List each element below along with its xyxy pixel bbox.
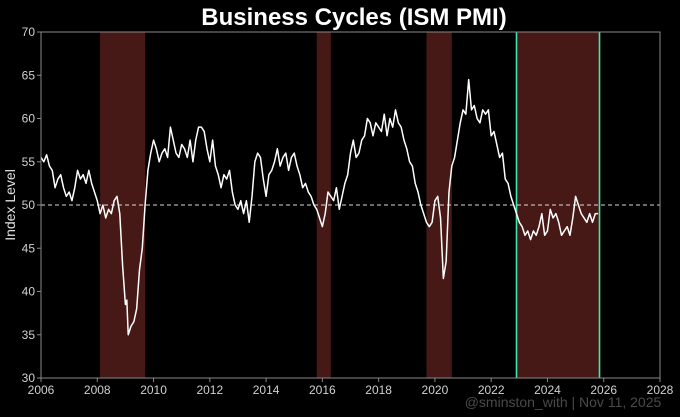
x-tick-label-2014: 2014 <box>253 383 280 397</box>
x-tick-label-2016: 2016 <box>309 383 336 397</box>
y-tick-label-55: 55 <box>22 155 36 169</box>
y-tick-label-35: 35 <box>22 328 36 342</box>
x-tick-label-2022: 2022 <box>478 383 505 397</box>
y-tick-label-30: 30 <box>22 371 36 385</box>
x-tick-label-2026: 2026 <box>590 383 617 397</box>
y-tick-label-65: 65 <box>22 68 36 82</box>
x-tick-label-2012: 2012 <box>196 383 223 397</box>
x-tick-label-2018: 2018 <box>365 383 392 397</box>
x-tick-label-2010: 2010 <box>140 383 167 397</box>
x-tick-label-2008: 2008 <box>84 383 111 397</box>
y-axis-label: Index Level <box>2 169 18 241</box>
x-tick-label-2028: 2028 <box>647 383 674 397</box>
x-tick-label-2020: 2020 <box>422 383 449 397</box>
plot-area: 2006 2008 2010 2012 2014 2016 2018 2020 2022 2024… <box>22 25 674 397</box>
y-tick-label-45: 45 <box>22 241 36 255</box>
watermark: @sminston_with | Nov 11, 2025 <box>465 394 662 410</box>
x-tick-label-2024: 2024 <box>534 383 561 397</box>
x-tick-label-2006: 2006 <box>28 383 55 397</box>
y-tick-label-70: 70 <box>22 25 36 39</box>
y-tick-label-50: 50 <box>22 198 36 212</box>
y-tick-label-40: 40 <box>22 285 36 299</box>
chart-title: Business Cycles (ISM PMI) <box>201 4 506 31</box>
series-line-1 <box>40 78 599 336</box>
y-tick-label-60: 60 <box>22 112 36 126</box>
shaded-period-4 <box>516 32 600 378</box>
